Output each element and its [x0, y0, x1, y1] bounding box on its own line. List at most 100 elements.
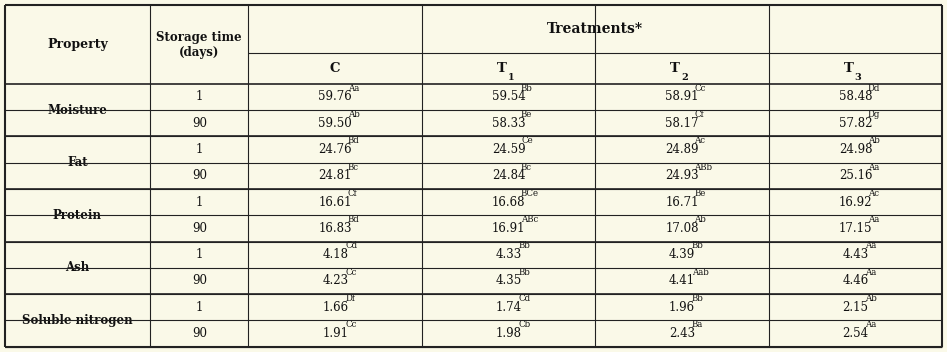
Text: Storage time
(days): Storage time (days) [156, 31, 242, 58]
Text: 2: 2 [681, 73, 688, 82]
Text: Aa: Aa [348, 84, 359, 93]
Text: Treatments*: Treatments* [547, 22, 643, 36]
Text: Aa: Aa [867, 215, 879, 224]
Text: Bb: Bb [521, 84, 533, 93]
Text: BCe: BCe [521, 189, 539, 198]
Text: Ab: Ab [867, 136, 880, 145]
Text: 1: 1 [196, 248, 203, 261]
Text: 90: 90 [192, 117, 206, 130]
Text: Bd: Bd [348, 136, 359, 145]
Text: Cd: Cd [519, 294, 530, 303]
Text: T: T [497, 62, 507, 75]
Text: 2.43: 2.43 [669, 327, 695, 340]
Text: 16.68: 16.68 [491, 196, 526, 209]
Text: Ab: Ab [348, 110, 359, 119]
Text: Bb: Bb [692, 241, 704, 250]
Text: 1: 1 [196, 301, 203, 314]
Text: 90: 90 [192, 169, 206, 182]
Text: Bc: Bc [348, 163, 359, 171]
Text: 25.16: 25.16 [839, 169, 872, 182]
Text: 16.71: 16.71 [666, 196, 699, 209]
Text: 59.50: 59.50 [318, 117, 352, 130]
Text: 58.17: 58.17 [666, 117, 699, 130]
Polygon shape [5, 5, 942, 347]
Text: 1.74: 1.74 [495, 301, 522, 314]
Text: 4.46: 4.46 [843, 275, 868, 288]
Text: T: T [844, 62, 853, 75]
Text: 24.81: 24.81 [318, 169, 352, 182]
Text: ABc: ABc [521, 215, 538, 224]
Text: C: C [330, 62, 341, 75]
Text: 24.98: 24.98 [839, 143, 872, 156]
Text: Property: Property [47, 38, 108, 51]
Text: 1: 1 [508, 73, 514, 82]
Text: Moisture: Moisture [47, 103, 107, 117]
Text: Be: Be [521, 110, 532, 119]
Text: 16.61: 16.61 [318, 196, 352, 209]
Text: 4.33: 4.33 [495, 248, 522, 261]
Text: Bb: Bb [692, 294, 704, 303]
Text: 1.98: 1.98 [495, 327, 522, 340]
Text: 58.48: 58.48 [839, 90, 872, 103]
Text: Fat: Fat [67, 156, 88, 169]
Text: 90: 90 [192, 222, 206, 235]
Text: 1.66: 1.66 [322, 301, 348, 314]
Text: Ab: Ab [866, 294, 877, 303]
Text: Aa: Aa [866, 241, 877, 250]
Text: 16.92: 16.92 [839, 196, 872, 209]
Text: Ce: Ce [521, 136, 533, 145]
Text: Aab: Aab [692, 268, 708, 277]
Text: 4.18: 4.18 [322, 248, 348, 261]
Text: Cc: Cc [345, 320, 356, 329]
Text: 4.39: 4.39 [669, 248, 695, 261]
Text: Cf: Cf [348, 189, 357, 198]
Text: 4.35: 4.35 [495, 275, 522, 288]
Text: 58.33: 58.33 [491, 117, 526, 130]
Text: Protein: Protein [53, 209, 102, 222]
Text: Cf: Cf [694, 110, 705, 119]
Text: 1.96: 1.96 [669, 301, 695, 314]
Text: Ba: Ba [692, 320, 704, 329]
Text: 16.83: 16.83 [318, 222, 352, 235]
Text: 1: 1 [196, 196, 203, 209]
Text: 1: 1 [196, 143, 203, 156]
Text: 90: 90 [192, 327, 206, 340]
Text: 58.91: 58.91 [666, 90, 699, 103]
Text: Cc: Cc [345, 268, 356, 277]
Text: T: T [670, 62, 680, 75]
Text: 59.54: 59.54 [491, 90, 526, 103]
Text: Dd: Dd [867, 84, 881, 93]
Text: 4.43: 4.43 [843, 248, 868, 261]
Text: Df: Df [345, 294, 355, 303]
Text: Dg: Dg [867, 110, 881, 119]
Text: 24.89: 24.89 [666, 143, 699, 156]
Text: Aa: Aa [866, 268, 877, 277]
Text: 24.93: 24.93 [666, 169, 699, 182]
Text: 57.82: 57.82 [839, 117, 872, 130]
Text: Ac: Ac [867, 189, 879, 198]
Text: 24.84: 24.84 [491, 169, 526, 182]
Text: 17.15: 17.15 [839, 222, 872, 235]
Text: Ash: Ash [65, 261, 90, 274]
Text: 4.23: 4.23 [322, 275, 348, 288]
Text: Soluble nitrogen: Soluble nitrogen [22, 314, 133, 327]
Text: ABb: ABb [694, 163, 712, 171]
Text: 24.76: 24.76 [318, 143, 352, 156]
Text: Bd: Bd [348, 215, 359, 224]
Text: Ac: Ac [694, 136, 706, 145]
Text: 2.54: 2.54 [843, 327, 868, 340]
Text: 17.08: 17.08 [666, 222, 699, 235]
Text: 1.91: 1.91 [322, 327, 348, 340]
Text: Aa: Aa [867, 163, 879, 171]
Text: 2.15: 2.15 [843, 301, 868, 314]
Text: 16.91: 16.91 [491, 222, 526, 235]
Text: Cb: Cb [519, 320, 530, 329]
Text: 3: 3 [854, 73, 862, 82]
Text: 24.59: 24.59 [491, 143, 526, 156]
Text: 90: 90 [192, 275, 206, 288]
Text: Aa: Aa [866, 320, 877, 329]
Text: Ab: Ab [694, 215, 706, 224]
Text: Cd: Cd [345, 241, 357, 250]
Text: Bb: Bb [519, 241, 530, 250]
Text: Bc: Bc [521, 163, 532, 171]
